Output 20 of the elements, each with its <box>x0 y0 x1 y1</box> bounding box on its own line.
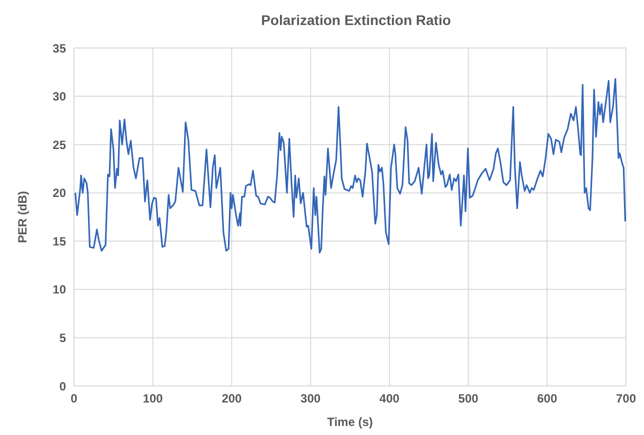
y-tick-label: 5 <box>59 330 66 345</box>
x-tick-label: 300 <box>300 392 321 406</box>
x-tick-label: 200 <box>222 392 242 406</box>
y-tick-label: 35 <box>52 41 66 56</box>
y-tick-label: 15 <box>52 234 66 248</box>
y-axis-title: PER (dB) <box>15 191 30 243</box>
x-tick-label: 700 <box>616 392 636 406</box>
x-tick-label: 0 <box>70 392 78 406</box>
x-axis-title: Time (s) <box>327 415 373 429</box>
y-tick-label: 25 <box>52 138 66 152</box>
x-tick-label: 500 <box>458 392 479 406</box>
y-tick-label: 10 <box>52 282 66 297</box>
x-tick-label: 600 <box>537 392 558 406</box>
y-tick-label: 20 <box>52 186 66 200</box>
x-tick-label: 400 <box>379 392 400 406</box>
line-series <box>74 78 626 254</box>
chart-title: Polarization Extinction Ratio <box>260 11 452 30</box>
x-tick-label: 100 <box>142 392 164 406</box>
y-tick-label: 0 <box>59 379 66 394</box>
y-tick-label: 30 <box>52 90 66 104</box>
